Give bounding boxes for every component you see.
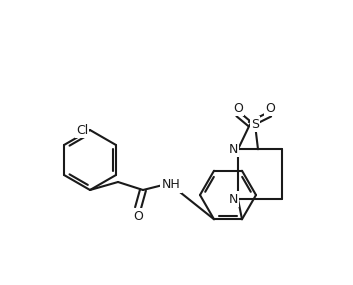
Text: O: O bbox=[233, 102, 243, 115]
Text: N: N bbox=[228, 193, 238, 206]
Text: N: N bbox=[228, 143, 238, 156]
Text: O: O bbox=[265, 102, 275, 115]
Text: O: O bbox=[133, 209, 143, 223]
Text: S: S bbox=[251, 118, 259, 131]
Text: NH: NH bbox=[162, 178, 180, 192]
Text: Cl: Cl bbox=[76, 123, 88, 137]
